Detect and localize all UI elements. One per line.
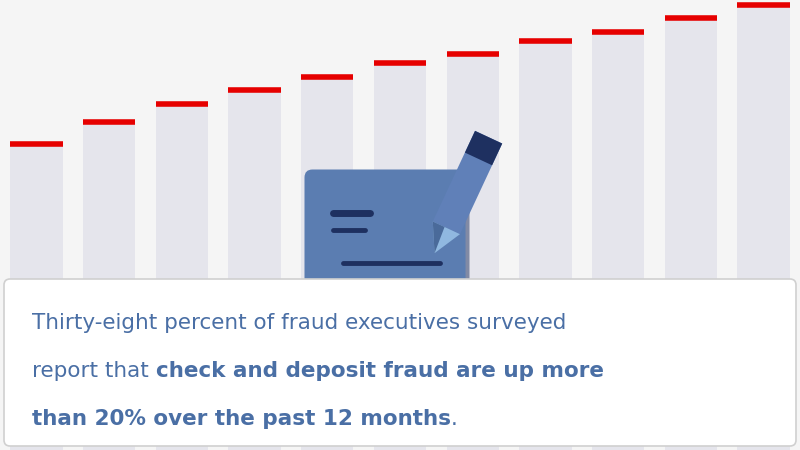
Polygon shape [433,131,502,234]
Text: check and deposit fraud are up more: check and deposit fraud are up more [156,361,604,381]
FancyBboxPatch shape [309,176,470,306]
FancyBboxPatch shape [4,279,796,446]
Bar [228,90,281,450]
Polygon shape [433,221,445,253]
Text: report that: report that [32,361,156,381]
Bar [738,4,790,450]
Bar [519,40,572,450]
Bar [374,63,426,450]
Text: than 20% over the past 12 months: than 20% over the past 12 months [32,409,451,429]
Bar [592,32,644,450]
Bar [665,18,717,450]
Polygon shape [465,131,502,165]
Polygon shape [433,221,460,253]
Bar [156,104,208,450]
Text: Thirty-eight percent of fraud executives surveyed: Thirty-eight percent of fraud executives… [32,313,566,333]
FancyBboxPatch shape [305,170,466,301]
Bar [301,76,354,450]
Text: .: . [451,409,458,429]
Bar [10,144,62,450]
Bar [446,54,499,450]
Bar [83,122,135,450]
